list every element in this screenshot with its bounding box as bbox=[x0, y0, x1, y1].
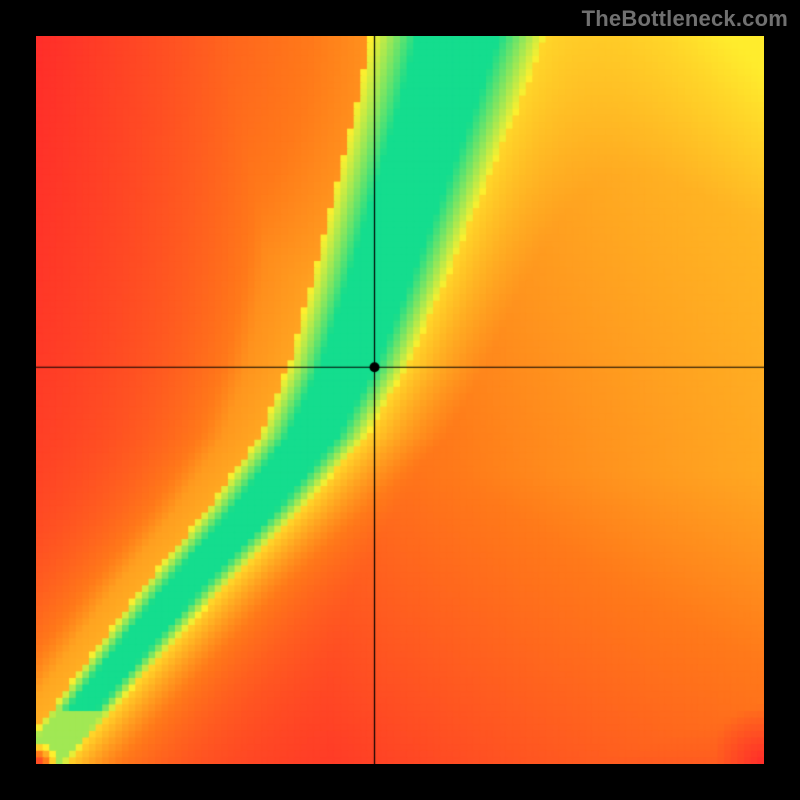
watermark-text: TheBottleneck.com bbox=[582, 6, 788, 32]
heatmap-canvas bbox=[36, 36, 764, 764]
chart-container: TheBottleneck.com bbox=[0, 0, 800, 800]
